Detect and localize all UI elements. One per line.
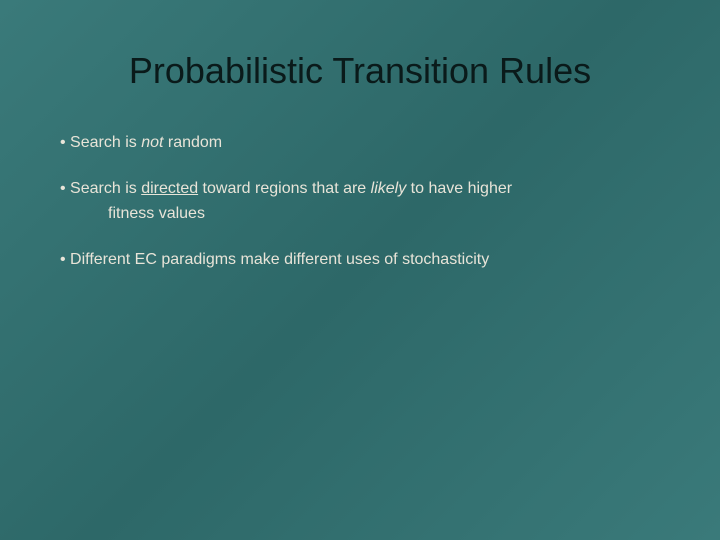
bullet-2-emph: likely xyxy=(371,180,407,197)
slide-title: Probabilistic Transition Rules xyxy=(60,50,660,92)
bullet-1: • Search is not random xyxy=(60,132,660,154)
bullet-2-continuation: fitness values xyxy=(60,203,660,225)
bullet-1-suffix: random xyxy=(163,134,222,151)
slide-container: Probabilistic Transition Rules • Search … xyxy=(0,0,720,540)
bullet-1-text: • Search is not random xyxy=(60,132,660,154)
bullet-2-prefix: • Search is xyxy=(60,180,141,197)
bullet-1-emph: not xyxy=(141,134,163,151)
bullet-2-mid: toward regions that are xyxy=(198,180,371,197)
bullet-2: • Search is directed toward regions that… xyxy=(60,178,660,200)
bullet-2-text: • Search is directed toward regions that… xyxy=(60,178,660,200)
bullet-2-underlined: directed xyxy=(141,180,198,197)
bullet-1-prefix: • Search is xyxy=(60,134,141,151)
bullet-3: • Different EC paradigms make different … xyxy=(60,249,660,271)
bullet-2-suffix: to have higher xyxy=(406,180,512,197)
bullet-2-cont-text: fitness values xyxy=(108,203,205,225)
bullet-3-text: • Different EC paradigms make different … xyxy=(60,249,660,271)
